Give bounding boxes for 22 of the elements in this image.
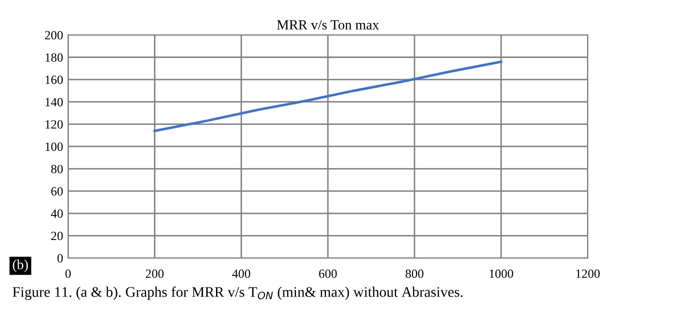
y-tick-label: 0	[57, 254, 63, 262]
y-tick-label: 200	[45, 30, 63, 40]
x-tick-label: 400	[232, 269, 250, 278]
x-tick-label: 0	[65, 269, 71, 278]
x-tick-label: 600	[319, 269, 337, 278]
x-tick-label: 1000	[490, 269, 514, 278]
y-tick-label: 160	[46, 76, 63, 84]
chart-title: MRR v/s Ton max	[277, 20, 380, 30]
y-tick-label: 20	[51, 232, 63, 240]
y-tick-label: 140	[46, 98, 63, 106]
x-tick-label: 1200	[576, 269, 600, 278]
y-tick-label: 40	[50, 209, 63, 218]
line-series	[153, 60, 502, 132]
y-tick-label: 180	[46, 53, 63, 62]
text: (b)	[12, 260, 28, 272]
y-tick-label: 80	[51, 164, 63, 174]
caption: Figure 11. (a & b). Graphs for MRR v/s T$_{ON}$ (min& max) without Abrasives.	[12, 286, 463, 300]
y-tick-label: 120	[46, 120, 63, 129]
x-tick-label: 800	[406, 269, 424, 278]
y-tick-label: 60	[51, 187, 63, 196]
x-tick-label: 200	[146, 269, 164, 278]
y-tick-label: 100	[46, 142, 63, 151]
